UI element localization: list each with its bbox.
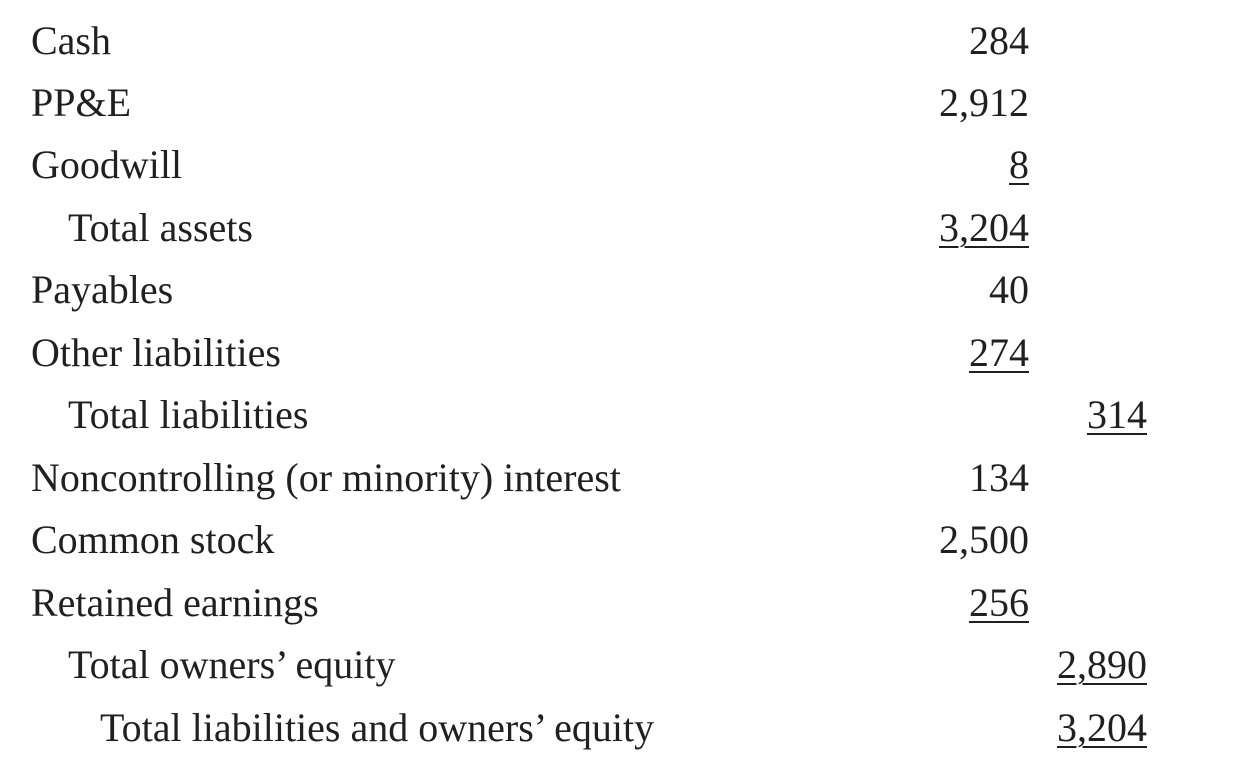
row-value: 134 (969, 455, 1029, 500)
row-label: Total liabilities and owners’ equity (100, 705, 655, 750)
row-label: Cash (31, 18, 111, 63)
row-value: 8 (1009, 142, 1029, 187)
row-value: 3,204 (939, 205, 1029, 250)
row-other-liabilities: Other liabilities 274 (0, 322, 1260, 384)
row-value: 2,912 (939, 80, 1029, 125)
row-ppe: PP&E 2,912 (0, 72, 1260, 134)
row-value: 274 (969, 330, 1029, 375)
row-label: Total liabilities (68, 392, 309, 437)
row-value: 3,204 (1057, 705, 1147, 750)
row-noncontrolling-interest: Noncontrolling (or minority) interest 13… (0, 447, 1260, 509)
row-cash: Cash 284 (0, 10, 1260, 72)
row-goodwill: Goodwill 8 (0, 134, 1260, 196)
row-label: Total owners’ equity (68, 642, 396, 687)
row-total-assets: Total assets 3,204 (0, 197, 1260, 259)
row-value: 2,500 (939, 517, 1029, 562)
row-label: Payables (31, 267, 174, 312)
row-total-liabilities: Total liabilities 314 (0, 384, 1260, 446)
row-label: Total assets (68, 205, 253, 250)
row-label: Common stock (31, 517, 275, 562)
row-value: 40 (989, 267, 1029, 312)
row-value: 284 (969, 18, 1029, 63)
row-total-liabilities-and-equity: Total liabilities and owners’ equity 3,2… (0, 697, 1260, 759)
row-label: Other liabilities (31, 330, 281, 375)
row-retained-earnings: Retained earnings 256 (0, 572, 1260, 634)
row-label: Retained earnings (31, 580, 319, 625)
row-label: Goodwill (31, 142, 183, 187)
row-value: 2,890 (1057, 642, 1147, 687)
row-payables: Payables 40 (0, 259, 1260, 321)
row-common-stock: Common stock 2,500 (0, 509, 1260, 571)
row-label: Noncontrolling (or minority) interest (31, 455, 621, 500)
row-label: PP&E (31, 80, 132, 125)
row-value: 256 (969, 580, 1029, 625)
row-total-owners-equity: Total owners’ equity 2,890 (0, 634, 1260, 696)
row-value: 314 (1087, 392, 1147, 437)
